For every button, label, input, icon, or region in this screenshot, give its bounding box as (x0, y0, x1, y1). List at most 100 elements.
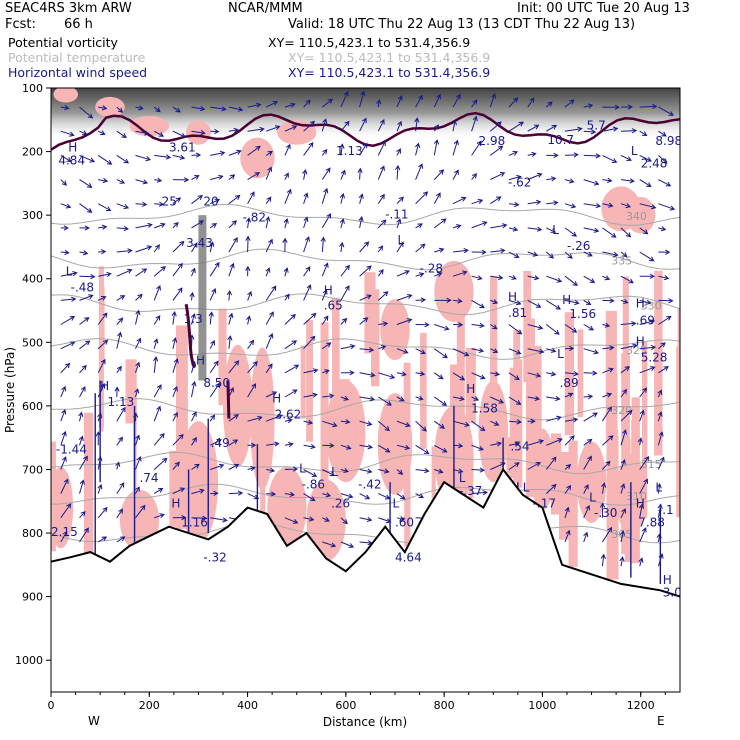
wind-vector (340, 90, 349, 108)
terrain-layer (51, 467, 680, 692)
wind-vector (97, 506, 108, 519)
wind-vector (564, 299, 580, 306)
wind-vector (172, 221, 179, 229)
wind-vector (583, 103, 594, 109)
wind-vector (303, 312, 317, 325)
wind-vector (583, 455, 592, 470)
wind-vector (320, 236, 326, 253)
wind-vector (340, 419, 351, 425)
wind-vector (490, 420, 500, 426)
field-extreme-label: L (397, 233, 404, 247)
wind-vector (396, 420, 411, 428)
theta-contour-label: 340 (626, 210, 647, 223)
wind-vector (79, 273, 96, 280)
wind-vector (189, 334, 195, 349)
wind-vector (546, 438, 563, 446)
field-extreme-label: L (557, 347, 564, 361)
wind-vector (602, 275, 611, 281)
wind-vector (135, 309, 141, 325)
wind-vector (602, 251, 619, 258)
wind-vector (210, 463, 225, 470)
wind-vector (359, 396, 376, 402)
wind-vector (564, 506, 570, 518)
theta-contour (51, 203, 680, 226)
pv-patch (222, 344, 253, 467)
wind-vector (378, 321, 389, 327)
wind-vector (79, 130, 88, 136)
wind-vector (228, 414, 239, 422)
wind-vector (172, 240, 185, 253)
wind-vector (620, 275, 634, 284)
wind-vector (415, 322, 430, 328)
field-extreme-label: 4.64 (395, 551, 422, 565)
pv-streak (631, 397, 640, 564)
wind-vector (191, 242, 198, 253)
field-extreme-label: 3.43 (186, 236, 213, 250)
wind-vector (527, 299, 542, 308)
wind-vector (508, 348, 522, 355)
wind-vector (564, 392, 574, 398)
wind-vector (490, 348, 499, 353)
wind-vector (228, 262, 235, 277)
field-extreme-label: H (636, 497, 645, 511)
wind-vector (564, 324, 578, 333)
wind-vector (658, 130, 667, 137)
wind-vector (508, 372, 520, 381)
wind-vector (340, 370, 355, 376)
wind-vector (602, 154, 618, 163)
wind-vector (284, 466, 299, 472)
field-extreme-label: -.32 (203, 551, 226, 565)
wind-vector (247, 126, 265, 133)
wind-vector (340, 344, 356, 350)
wind-vector (376, 98, 382, 108)
wind-vector (377, 219, 387, 229)
pv-streak (331, 297, 340, 467)
wind-vector (191, 194, 204, 205)
wind-vector (247, 339, 255, 349)
wind-vector (357, 167, 363, 180)
wind-vector (153, 405, 162, 422)
wind-vector (452, 298, 463, 304)
wind-vector (433, 192, 441, 204)
x-tick-label: 1000 (528, 699, 556, 712)
wind-vector (321, 213, 332, 229)
y-tick-label: 800 (22, 527, 43, 540)
wind-vector (153, 315, 161, 325)
wind-vector (284, 340, 298, 350)
field-extreme-label: .49 (211, 436, 230, 450)
wind-vector (303, 99, 311, 108)
wind-vector (98, 249, 107, 255)
wind-vector (60, 271, 78, 277)
pv-streak (568, 440, 578, 567)
pv-patch (129, 115, 169, 137)
field-extreme-label: H (100, 379, 109, 393)
wind-vector (490, 441, 503, 447)
wind-vector (639, 299, 652, 305)
wind-vector (415, 493, 425, 498)
wind-vector (116, 536, 126, 543)
wind-vector (564, 435, 575, 446)
wind-vector (639, 251, 655, 262)
wind-vector (359, 265, 372, 277)
wind-vector (658, 366, 669, 374)
wind-vector (471, 115, 478, 132)
field-extreme-label: H (636, 296, 645, 310)
wind-vector (471, 489, 488, 496)
wind-vector (172, 287, 183, 301)
wind-vector (172, 177, 190, 183)
pv-streak (456, 291, 465, 435)
wind-vector (658, 226, 667, 232)
wind-vector (247, 493, 260, 500)
wind-vector (527, 226, 543, 232)
wind-vector (79, 294, 94, 301)
wind-vector (471, 467, 486, 473)
wind-vector (359, 142, 368, 156)
wind-vector (546, 124, 558, 132)
field-extreme-label: -.17 (533, 497, 556, 511)
forecast-label: Fcst: (5, 17, 36, 32)
wind-vector (60, 179, 68, 186)
wind-vector (265, 101, 279, 108)
wind-vector (98, 177, 109, 184)
wind-vector (283, 267, 289, 277)
wind-vector (508, 274, 517, 280)
